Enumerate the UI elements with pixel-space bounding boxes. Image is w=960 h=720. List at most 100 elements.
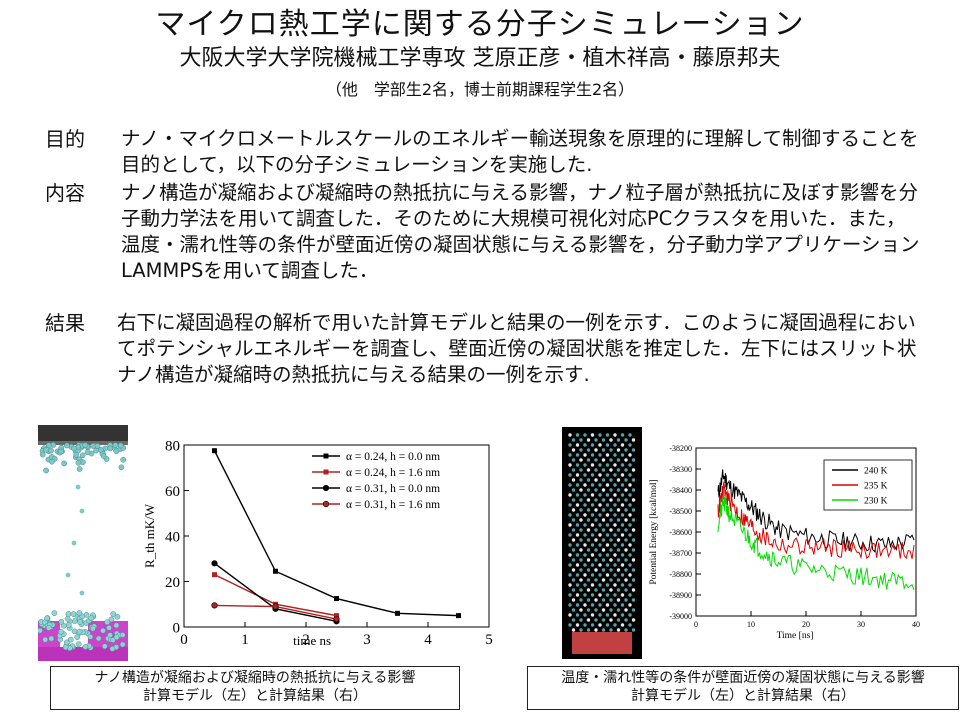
y-tick-label: -38300	[669, 465, 692, 474]
molecule-dot	[45, 442, 52, 449]
lattice-atom	[628, 483, 632, 487]
lattice-atom	[628, 433, 632, 437]
legend-box	[823, 459, 913, 511]
lattice-atom	[598, 533, 602, 537]
lattice-atom	[631, 458, 636, 462]
data-point	[273, 568, 278, 574]
lattice-atom	[594, 588, 598, 592]
lattice-atom	[609, 488, 613, 492]
lattice-atom	[605, 623, 610, 627]
molecule-dot	[76, 466, 83, 472]
lattice-atom	[631, 528, 636, 532]
x-tick-label: 20	[802, 620, 810, 629]
lattice-atom	[601, 498, 606, 502]
lattice-atom	[583, 613, 587, 617]
lattice-atom	[601, 558, 606, 562]
lattice-atom	[571, 588, 576, 592]
lattice-atom	[568, 583, 572, 587]
lattice-atom	[590, 583, 595, 587]
data-point	[333, 615, 340, 623]
lattice-atom	[613, 523, 617, 527]
lattice-atom	[628, 553, 632, 557]
lattice-atom	[571, 448, 576, 452]
lattice-atom	[568, 503, 572, 507]
caption-line: 温度・濡れ性等の条件が壁面近傍の凝固状態に与える影響	[561, 670, 925, 686]
series-line	[717, 481, 915, 560]
lattice-atom	[620, 463, 625, 467]
lattice-atom	[613, 443, 617, 447]
molecule-dot	[107, 445, 113, 452]
lattice-atom	[586, 588, 591, 592]
substrate-wall	[572, 632, 632, 654]
molecule-dot	[42, 636, 49, 643]
molecule-dot	[51, 610, 58, 616]
lattice-atom	[568, 523, 572, 527]
legend-marker	[323, 469, 329, 475]
molecule-dot	[49, 458, 55, 465]
lattice-atom	[568, 483, 572, 487]
lattice-atom	[605, 613, 610, 617]
lattice-atom	[571, 518, 576, 522]
lattice-atom	[624, 468, 628, 472]
lattice-atom	[598, 433, 602, 437]
lattice-atom	[628, 523, 632, 527]
lattice-atom	[590, 573, 595, 577]
lattice-atom	[568, 533, 572, 537]
lattice-atom	[586, 608, 591, 612]
lattice-atom	[613, 453, 617, 457]
lattice-atom	[620, 443, 625, 447]
lattice-atom	[613, 593, 617, 597]
lattice-atom	[613, 533, 617, 537]
y-tick-label: 40	[165, 529, 180, 545]
lattice-atom	[598, 613, 602, 617]
lattice-atom	[631, 508, 636, 512]
lattice-atom	[579, 608, 583, 612]
lattice-atom	[579, 508, 583, 512]
lattice-atom	[601, 448, 606, 452]
legend-label: 235 K	[864, 482, 888, 492]
lattice-atom	[598, 623, 602, 627]
lattice-atom	[590, 493, 595, 497]
lattice-atom	[598, 563, 602, 567]
lattice-atom	[601, 488, 606, 492]
lattice-atom	[613, 473, 617, 477]
lattice-atom	[605, 563, 610, 567]
lattice-atom	[616, 478, 621, 482]
molecule-dot	[48, 447, 54, 454]
y-tick-label: -39000	[669, 612, 692, 621]
molecule-dot	[106, 624, 112, 631]
molecule-dot	[62, 644, 69, 651]
section-text: ナノ・マイクロメートルスケールのエネルギー輸送現象を原理的に理解して制御すること…	[121, 127, 919, 176]
lattice-atom	[601, 508, 606, 512]
molecule-dot	[113, 634, 120, 641]
lattice-atom	[605, 593, 610, 597]
caption-line: ナノ構造が凝縮および凝縮時の熱抵抗に与える影響	[94, 670, 416, 686]
lattice-atom	[568, 473, 572, 477]
lattice-atom	[620, 613, 625, 617]
molecule-dot	[75, 459, 82, 466]
y-tick-label: 80	[165, 438, 180, 454]
thermal-resistance-chart: 0 1 2 3 4 5 0 20 40 60 80 time ns R_th mK/W α = 0.24,…	[142, 438, 493, 648]
lattice-atom	[620, 483, 625, 487]
lattice-atom	[628, 503, 632, 507]
lattice-atom	[594, 518, 598, 522]
lattice-atom	[579, 588, 583, 592]
lattice-atom	[605, 443, 610, 447]
x-tick-label: 40	[912, 620, 920, 629]
data-point	[212, 572, 217, 578]
lattice-atom	[598, 603, 602, 607]
droplet-cluster-bottom	[38, 610, 126, 652]
lattice-atom	[609, 528, 613, 532]
lattice-atom	[575, 543, 580, 547]
lattice-atom	[609, 508, 613, 512]
lattice-atom	[594, 608, 598, 612]
lattice-atom	[609, 568, 613, 572]
molecule-dot	[87, 633, 94, 640]
molecule-dot	[58, 448, 64, 455]
lattice-atom	[616, 538, 621, 542]
lattice-atom	[628, 473, 632, 477]
lattice-atom	[620, 513, 625, 517]
molecule-dot	[65, 611, 72, 617]
lattice-atom	[613, 433, 617, 437]
lattice-atom	[575, 603, 580, 607]
